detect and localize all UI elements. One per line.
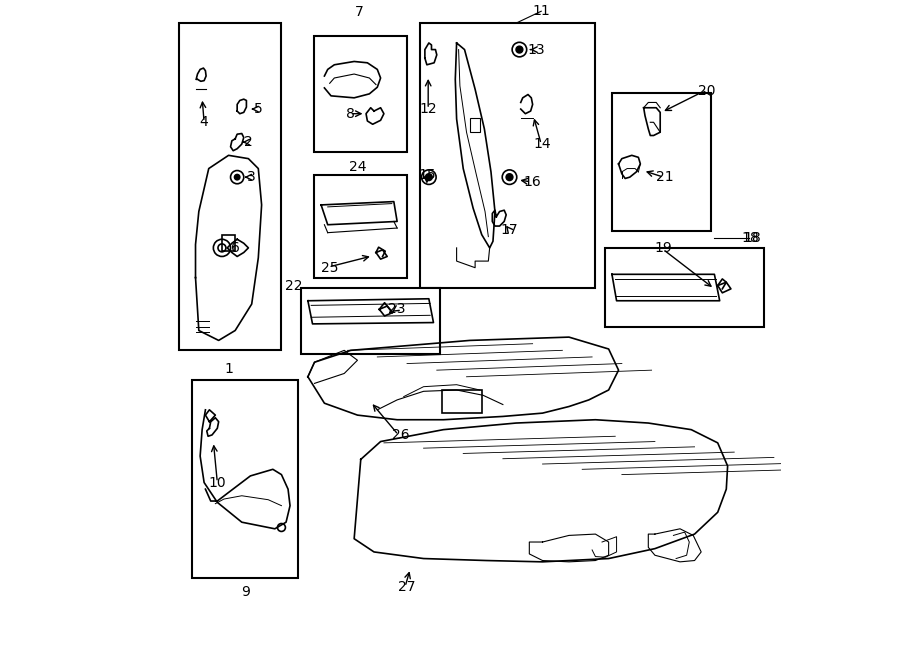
Text: 3: 3 bbox=[248, 170, 256, 184]
Bar bbox=[314, 175, 407, 278]
Bar bbox=[442, 390, 482, 413]
Text: 9: 9 bbox=[240, 584, 249, 599]
Text: 4: 4 bbox=[200, 115, 209, 130]
Text: 5: 5 bbox=[254, 102, 263, 116]
Text: 22: 22 bbox=[285, 278, 302, 293]
Bar bbox=[314, 36, 407, 152]
Text: 11: 11 bbox=[532, 4, 550, 19]
Text: 18: 18 bbox=[744, 231, 761, 245]
Text: 13: 13 bbox=[527, 42, 544, 57]
Circle shape bbox=[516, 46, 523, 53]
Text: 14: 14 bbox=[534, 137, 552, 151]
Text: 24: 24 bbox=[348, 160, 366, 175]
Bar bbox=[179, 23, 282, 350]
Text: 21: 21 bbox=[656, 170, 673, 184]
Text: 26: 26 bbox=[392, 428, 410, 442]
Text: 2: 2 bbox=[244, 135, 253, 149]
Bar bbox=[470, 118, 480, 132]
Circle shape bbox=[235, 175, 239, 180]
Text: 20: 20 bbox=[698, 84, 716, 98]
Circle shape bbox=[506, 174, 513, 180]
Text: 1: 1 bbox=[224, 362, 233, 376]
Text: 8: 8 bbox=[346, 106, 356, 121]
Text: 16: 16 bbox=[524, 175, 542, 189]
Text: 18: 18 bbox=[742, 231, 760, 245]
Text: 23: 23 bbox=[389, 302, 406, 317]
Bar bbox=[612, 93, 711, 231]
Bar bbox=[222, 235, 235, 251]
Text: 17: 17 bbox=[500, 223, 518, 237]
Text: 12: 12 bbox=[419, 102, 437, 116]
Text: 10: 10 bbox=[209, 475, 226, 490]
Text: 6: 6 bbox=[230, 241, 239, 255]
Text: 25: 25 bbox=[321, 260, 338, 275]
Text: 19: 19 bbox=[654, 241, 671, 255]
Text: 27: 27 bbox=[399, 580, 416, 594]
Bar bbox=[420, 23, 596, 288]
Text: 7: 7 bbox=[355, 5, 364, 19]
Bar bbox=[193, 380, 298, 578]
Circle shape bbox=[426, 174, 432, 180]
Bar bbox=[302, 288, 440, 354]
Bar bbox=[606, 248, 764, 327]
Text: 15: 15 bbox=[418, 168, 436, 182]
